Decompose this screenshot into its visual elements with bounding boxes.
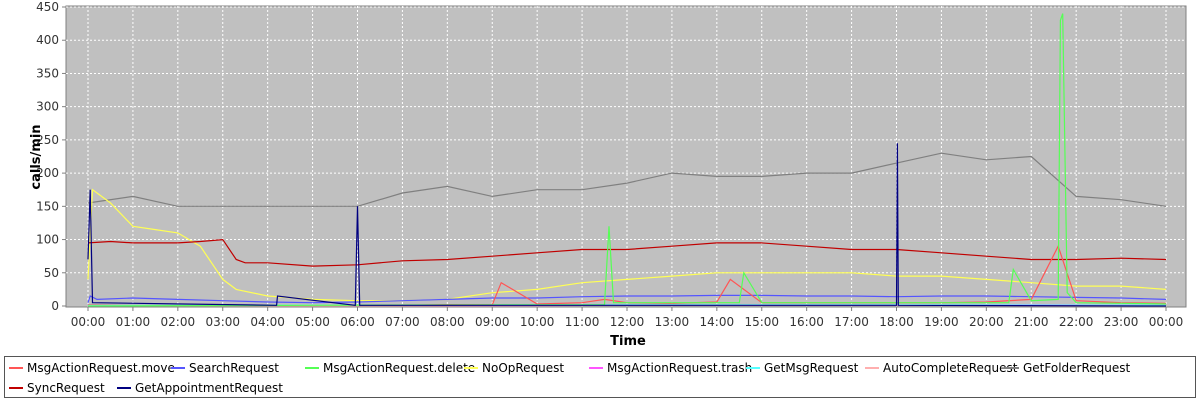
y-tick-label: 100 (36, 233, 59, 247)
legend-label: MsgActionRequest.move (27, 361, 175, 375)
y-tick-label: 350 (36, 66, 59, 80)
legend-label: GetMsgRequest (764, 361, 859, 375)
legend-label: SyncRequest (27, 381, 105, 395)
y-tick-label: 450 (36, 0, 59, 14)
x-tick-label: 00:00 (1149, 315, 1184, 329)
y-tick-label: 50 (44, 266, 59, 280)
legend-label: AutoCompleteRequest (883, 361, 1018, 375)
legend-item: SearchRequest (171, 361, 279, 375)
x-tick-label: 22:00 (1059, 315, 1094, 329)
x-axis-title: Time (610, 334, 646, 349)
x-tick-label: 23:00 (1104, 315, 1139, 329)
x-tick-label: 05:00 (295, 315, 330, 329)
x-tick-label: 06:00 (340, 315, 375, 329)
legend-label: NoOpRequest (482, 361, 565, 375)
y-tick-label: 400 (36, 33, 59, 47)
legend-item: AutoCompleteRequest (865, 361, 1017, 375)
series-line-getfolderrequest (87, 152, 1167, 207)
legend-item: MsgActionRequest.move (9, 361, 175, 375)
legend-item: MsgActionRequest.delete (305, 361, 475, 375)
x-tick-label: 17:00 (834, 315, 869, 329)
x-tick-label: 04:00 (250, 315, 285, 329)
x-tick-label: 03:00 (205, 315, 240, 329)
x-tick-label: 07:00 (385, 315, 420, 329)
series-line-syncrequest (87, 238, 1167, 267)
legend-label: MsgActionRequest.delete (323, 361, 476, 375)
legend-swatch (865, 366, 879, 369)
legend-swatch (171, 366, 185, 369)
x-tick-label: 10:00 (520, 315, 555, 329)
grid-lines (66, 6, 1186, 307)
legend-swatch (305, 366, 319, 369)
x-tick-label: 21:00 (1014, 315, 1049, 329)
legend-item: MsgActionRequest.trash (589, 361, 752, 375)
legend-label: MsgActionRequest.trash (607, 361, 753, 375)
legend-swatch (589, 366, 603, 369)
legend-item: SyncRequest (9, 381, 105, 395)
legend-swatch (1005, 366, 1019, 369)
legend-item: GetMsgRequest (746, 361, 858, 375)
series-lines (87, 13, 1167, 307)
x-tick-label: 15:00 (744, 315, 779, 329)
legend-swatch (464, 366, 478, 369)
legend-item: GetFolderRequest (1005, 361, 1130, 375)
x-tick-label: 08:00 (430, 315, 465, 329)
y-tick-label: 0 (51, 299, 59, 313)
series-line-getappointmentrequest (87, 143, 1167, 307)
x-tick-label: 01:00 (116, 315, 151, 329)
legend-label: SearchRequest (189, 361, 279, 375)
y-axis-title: calls/min (29, 124, 44, 189)
series-line-msgactionrequest-delete (87, 13, 1167, 307)
legend: MsgActionRequest.move SearchRequest MsgAct… (4, 356, 1196, 398)
x-tick-label: 02:00 (161, 315, 196, 329)
legend-item: GetAppointmentRequest (117, 381, 283, 395)
legend-swatch (9, 386, 23, 389)
x-tick-label: 12:00 (610, 315, 645, 329)
x-tick-label: 14:00 (700, 315, 735, 329)
legend-label: GetFolderRequest (1023, 361, 1131, 375)
x-tick-label: 11:00 (565, 315, 600, 329)
legend-swatch (746, 366, 760, 369)
x-tick-label: 16:00 (789, 315, 824, 329)
x-tick-label: 19:00 (924, 315, 959, 329)
legend-swatch (117, 386, 131, 389)
x-tick-label: 00:00 (71, 315, 106, 329)
y-tick-label: 300 (36, 100, 59, 114)
legend-swatch (9, 366, 23, 369)
legend-item: NoOpRequest (464, 361, 564, 375)
x-tick-label: 09:00 (475, 315, 510, 329)
y-tick-label: 150 (36, 199, 59, 213)
x-tick-label: 13:00 (655, 315, 690, 329)
legend-label: GetAppointmentRequest (135, 381, 283, 395)
series-line-searchrequest (87, 294, 1167, 304)
y-tick-label: 200 (36, 166, 59, 180)
y-axis: 0 50 100 150 200 250 300 350 400 450 (36, 0, 66, 313)
x-tick-label: 18:00 (879, 315, 914, 329)
plot-background (65, 5, 1187, 308)
y-tick-label: 250 (36, 133, 59, 147)
chart-area: 0 50 100 150 200 250 300 350 400 450 00:00 01:00 02… (29, 0, 1187, 349)
x-axis: 00:00 01:00 02:00 03:00 04:00 05:00 06:00 07:00… (66, 306, 1186, 329)
x-tick-label: 20:00 (969, 315, 1004, 329)
